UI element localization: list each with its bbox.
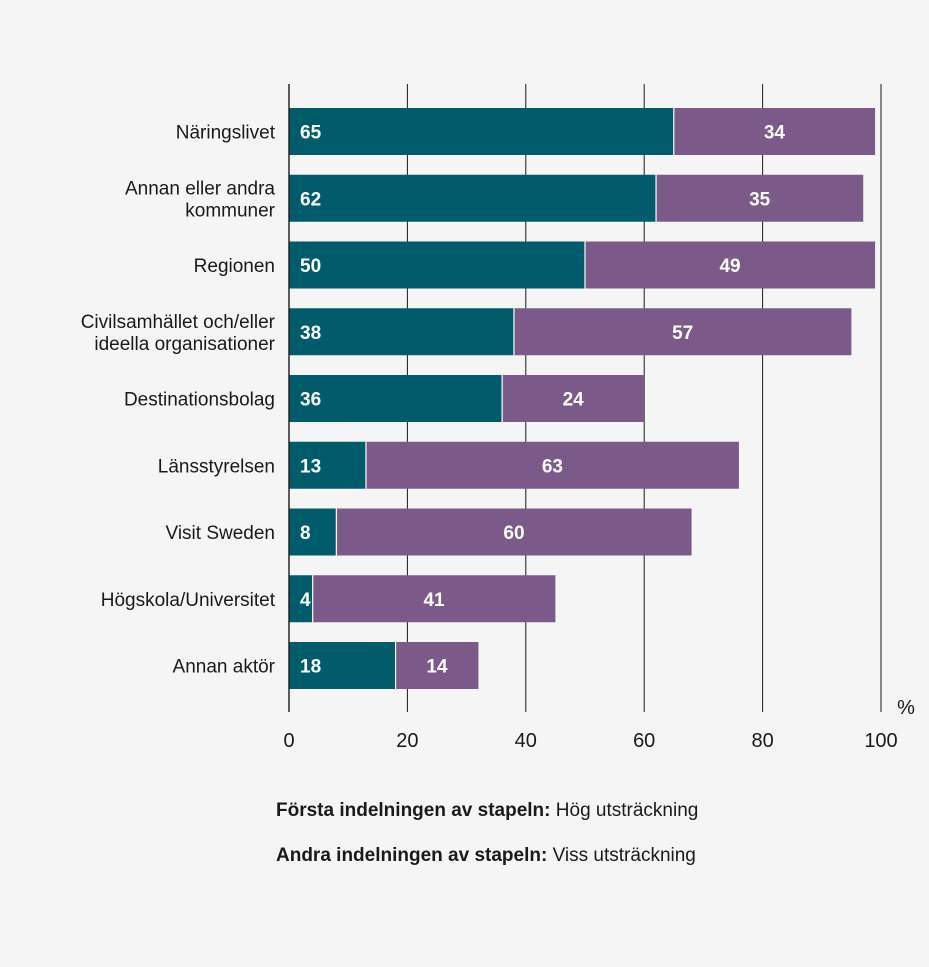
category-label: kommuner [185,200,275,221]
x-tick-label: 40 [515,730,537,752]
bar-segment [513,308,852,356]
bar-segment [289,441,366,489]
bar-segment [395,642,479,689]
category-label: Näringslivet [176,123,276,144]
bar-segment [289,174,657,222]
category-label: Civilsamhället och/eller [81,312,276,333]
bar-value-label: 24 [563,390,585,411]
x-tick-label: 60 [633,730,655,752]
legend-first-segment: Första indelningen av stapeln: Hög utstr… [276,800,698,822]
bar-value-label: 57 [672,323,693,344]
bar-value-label: 18 [300,657,321,678]
x-tick-label: 0 [283,730,294,752]
bar-value-label: 35 [749,189,771,210]
bar-value-label: 14 [426,657,448,678]
bar-segment [656,174,864,222]
bar-value-label: 49 [719,256,740,277]
bar-segment [673,108,876,155]
category-label: Visit Sweden [166,523,276,544]
bar-segment [289,241,585,289]
bar-value-label: 50 [300,256,321,277]
bar-segment [289,375,503,422]
category-label: Regionen [194,256,275,277]
category-label: Annan aktör [173,657,276,678]
bar-segment [365,441,739,489]
bar-value-label: 34 [764,123,786,144]
x-tick-label: 20 [396,730,418,752]
bar-value-label: 36 [300,390,321,411]
bar-value-label: 4 [300,590,311,611]
bar-value-label: 60 [503,523,524,544]
x-unit-label: % [897,697,915,719]
x-tick-label: 80 [751,730,773,752]
bar-value-label: 8 [300,523,311,544]
category-label: ideella organisationer [94,334,275,355]
bar-segment [289,508,337,556]
legend-second-segment: Andra indelningen av stapeln: Viss utstr… [276,845,696,867]
bar-segment [289,642,396,689]
bar-value-label: 65 [300,123,322,144]
legend-first-text: Hög utsträckning [550,800,699,821]
bar-value-label: 13 [300,456,321,477]
category-label: Annan eller andra [125,178,275,199]
bar-segment [336,508,692,556]
bar-value-label: 62 [300,189,321,210]
bar-segment [502,375,645,422]
legend-first-title: Första indelningen av stapeln: [276,800,551,821]
bar-segment [289,308,514,356]
bar-segment [585,241,876,289]
legend-second-text: Viss utsträckning [547,845,696,866]
bar-segment [289,108,674,155]
category-label: Länsstyrelsen [158,456,275,477]
bar-value-label: 41 [423,590,445,611]
bar-segment [289,575,313,623]
legend-second-title: Andra indelningen av stapeln: [276,845,548,866]
bar-value-label: 63 [542,456,563,477]
bar-value-label: 38 [300,323,321,344]
x-tick-label: 100 [864,730,897,752]
category-label: Högskola/Universitet [101,590,276,611]
category-label: Destinationsbolag [124,390,275,411]
bar-segment [312,575,556,623]
